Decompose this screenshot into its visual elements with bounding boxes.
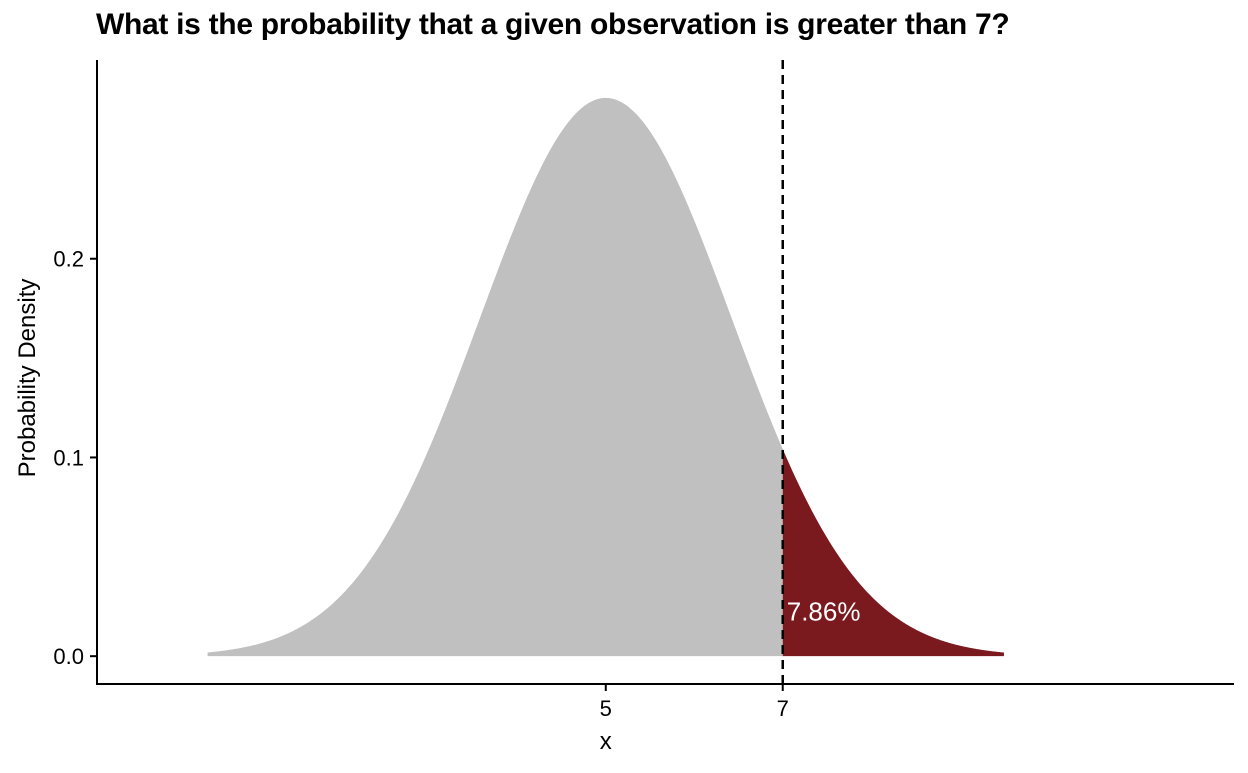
density-body-area: [207, 97, 783, 657]
y-tick-label: 0.1: [53, 445, 84, 470]
x-tick-label: 5: [600, 696, 612, 721]
y-tick-label: 0.2: [53, 247, 84, 272]
density-layer: [207, 97, 1004, 657]
chart-title: What is the probability that a given obs…: [96, 8, 1010, 41]
y-tick-label: 0.0: [53, 644, 84, 669]
tail-probability-label: 7.86%: [787, 596, 861, 626]
x-tick-label: 7: [777, 696, 789, 721]
ticks-layer: 0.0 0.1 0.2 5 7: [53, 247, 788, 721]
y-axis-label: Probability Density: [14, 279, 41, 478]
x-axis-label: x: [600, 728, 612, 755]
density-tail-area: [782, 449, 1004, 657]
axes-layer: [96, 60, 1234, 685]
